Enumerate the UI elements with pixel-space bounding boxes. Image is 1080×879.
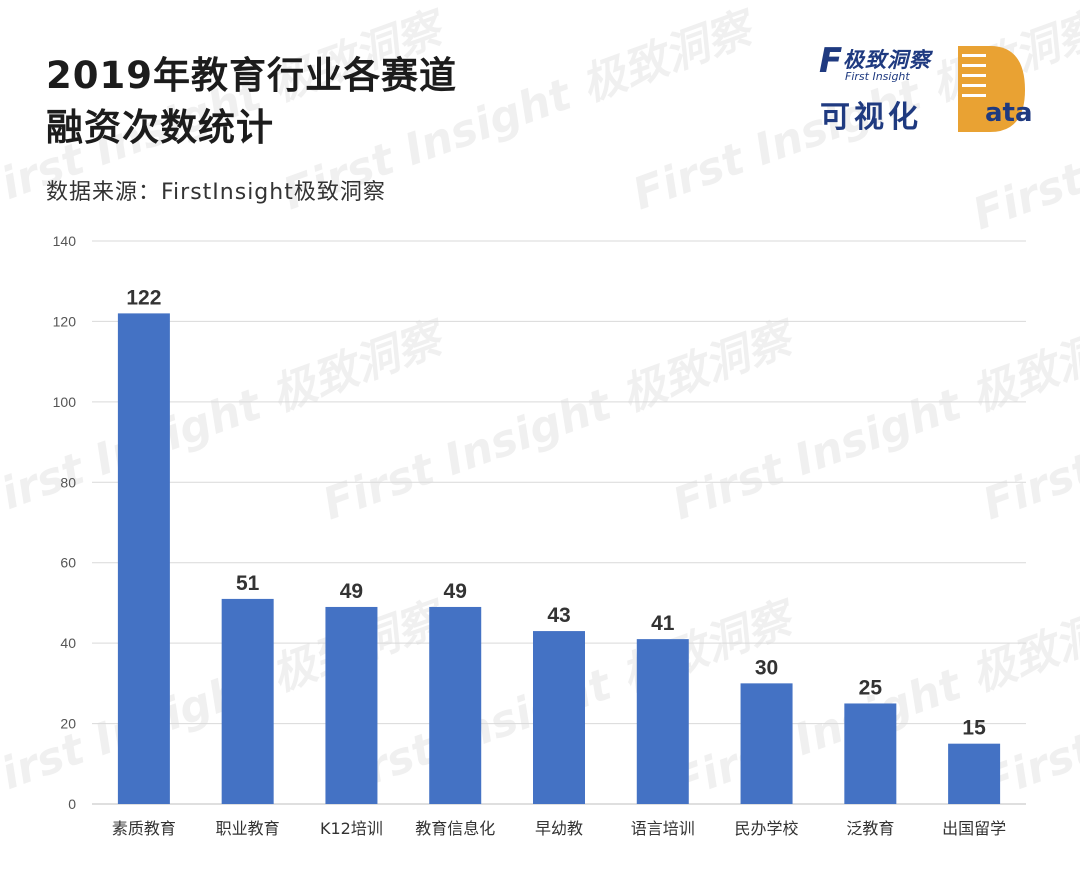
page-title: 2019年教育行业各赛道 融资次数统计 [46, 50, 457, 154]
data-label: 43 [547, 604, 570, 627]
bar [221, 598, 274, 804]
brand-name: 极致洞察 [843, 48, 931, 72]
data-label: 122 [126, 286, 161, 309]
x-tick-label: 出国留学 [942, 819, 1006, 838]
bar [117, 313, 170, 804]
brand-letter: F [819, 41, 843, 81]
data-d-icon [958, 46, 1025, 132]
data-label: 51 [236, 572, 260, 595]
y-tick-label: 20 [60, 716, 76, 732]
bar [740, 683, 793, 804]
x-tick-label: K12培训 [320, 819, 383, 838]
x-tick-label: 泛教育 [846, 819, 894, 838]
bar [844, 703, 897, 804]
x-tick-label: 民办学校 [735, 819, 799, 838]
y-tick-label: 120 [53, 313, 77, 329]
bar [636, 639, 689, 804]
data-source-note: 数据来源：FirstInsight极致洞察 [46, 180, 386, 205]
bar [325, 606, 378, 804]
brand-english: First Insight [845, 70, 910, 83]
y-tick-label: 80 [60, 474, 76, 490]
brand-logo: F 极致洞察 First Insight 可视化 ata [815, 40, 1040, 135]
y-tick-label: 60 [60, 555, 76, 571]
data-label: 41 [651, 612, 675, 635]
data-label: 49 [444, 580, 467, 603]
y-tick-label: 40 [60, 635, 76, 651]
x-tick-label: 职业教育 [216, 819, 280, 838]
y-tick-label: 100 [53, 394, 77, 410]
y-tick-label: 140 [53, 233, 77, 249]
brand-data-word: ata [985, 98, 1033, 128]
bar [533, 631, 585, 804]
x-tick-label: 教育信息化 [415, 819, 495, 838]
title-line-2: 融资次数统计 [46, 106, 274, 149]
x-tick-label: 素质教育 [112, 819, 176, 838]
data-label: 25 [859, 676, 883, 699]
y-tick-label: 0 [68, 796, 76, 812]
data-label: 49 [340, 580, 363, 603]
x-tick-label: 早幼教 [535, 819, 583, 838]
x-tick-label: 语言培训 [631, 819, 695, 838]
data-label: 30 [755, 656, 778, 679]
bar [429, 606, 482, 804]
data-label: 15 [962, 717, 986, 740]
brand-tagline: 可视化 [820, 100, 922, 135]
bar [948, 743, 1001, 804]
title-line-1: 2019年教育行业各赛道 [46, 54, 457, 97]
